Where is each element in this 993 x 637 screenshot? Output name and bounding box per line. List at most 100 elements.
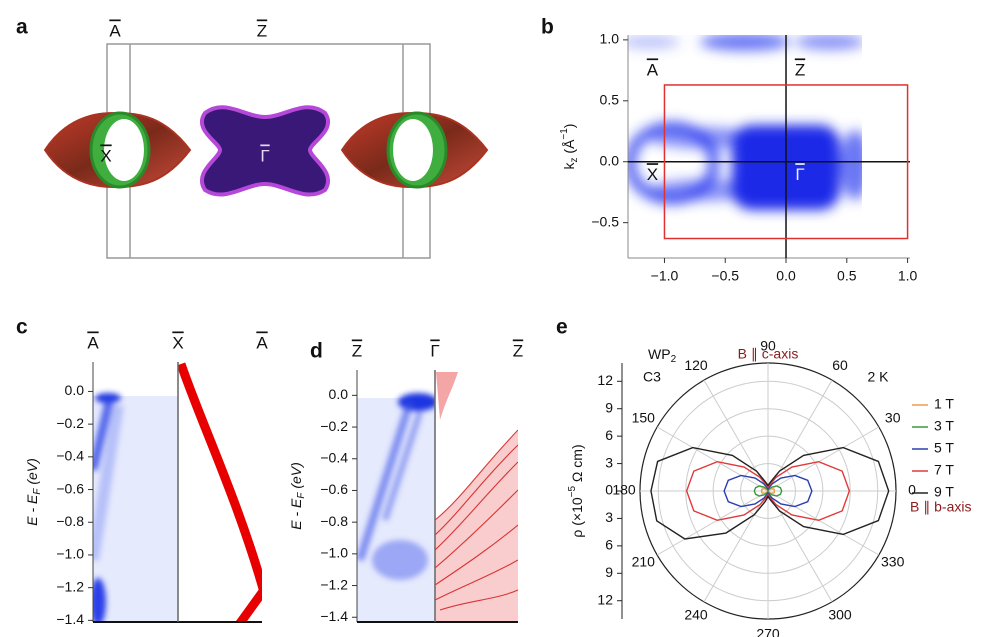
panel-label: e xyxy=(556,316,568,339)
y-tick-label: −0.2 xyxy=(320,418,348,434)
theta-tick-label: 210 xyxy=(632,554,656,570)
chart-title: WP2 xyxy=(648,346,677,365)
r-tick-label: 12 xyxy=(597,372,613,388)
y-axis-label-part: (eV) xyxy=(24,458,40,488)
y-axis-label-part: ρ (×10 xyxy=(569,497,585,537)
k-point-label: A xyxy=(256,333,268,352)
symmetry-point-label: Z xyxy=(795,60,805,79)
arpes-map xyxy=(90,393,178,626)
field-direction: B ∥ c-axis xyxy=(738,346,799,362)
theta-tick-label: 270 xyxy=(756,626,780,637)
grid-spoke xyxy=(704,491,768,602)
sample-label: C3 xyxy=(643,369,661,385)
y-tick-label: −1.4 xyxy=(320,608,348,624)
y-axis-label: ρ (×10−5 Ω cm) xyxy=(567,444,585,537)
calculated-bands xyxy=(181,364,264,626)
r-tick-label: 9 xyxy=(605,399,613,415)
symmetry-point-label: Γ xyxy=(795,165,804,184)
symmetry-point-label: A xyxy=(647,60,659,79)
symmetry-point-label: Z xyxy=(257,21,267,40)
panel-label: a xyxy=(16,16,28,39)
legend-label: 9 T xyxy=(934,484,954,500)
y-tick-label: −1.2 xyxy=(320,576,348,592)
y-tick-label: −0.8 xyxy=(56,513,84,529)
y-tick-label: −0.2 xyxy=(56,415,84,431)
y-axis-label-part: ) xyxy=(561,124,577,129)
symmetry-point-label: A xyxy=(109,21,121,40)
grid-spoke xyxy=(657,427,768,491)
y-tick-label: −0.8 xyxy=(320,513,348,529)
figure: a b c d e A Z X Γ −1.0 −0.5 0.0 0.5 1.0 −0.5 0.0 0.5 1.0 k… xyxy=(0,0,993,637)
panel-label: b xyxy=(541,16,554,39)
y-axis-label: kz (Å−1) xyxy=(559,124,580,170)
theta-tick-label: 240 xyxy=(684,606,708,622)
r-tick-label: 6 xyxy=(605,537,613,553)
y-tick-label: −1.0 xyxy=(320,545,348,561)
grid-spoke xyxy=(768,427,879,491)
k-point-label: Z xyxy=(513,341,523,360)
y-tick-label: −0.6 xyxy=(56,480,84,496)
y-axis-label-part: −5 xyxy=(567,486,578,498)
r-tick-label: 6 xyxy=(605,427,613,443)
symmetry-point-label: X xyxy=(100,146,111,165)
electron-pocket xyxy=(45,113,190,187)
y-axis-label-part: Ω cm) xyxy=(569,444,585,486)
y-axis-label: E - EF (eV) xyxy=(288,462,307,530)
legend-label: 5 T xyxy=(934,440,954,456)
x-tick-label: 0.0 xyxy=(776,268,796,284)
chart-title-part: WP xyxy=(648,346,671,362)
chart-title-part: 2 xyxy=(671,354,677,365)
y-axis-label-part: E - E xyxy=(24,494,40,526)
y-tick-label: 0.0 xyxy=(329,386,349,402)
y-axis-label: E - EF (eV) xyxy=(24,458,43,526)
grid-spoke xyxy=(768,491,879,555)
r-tick-label: 12 xyxy=(597,591,613,607)
legend-label: 7 T xyxy=(934,462,954,478)
x-tick-label: −0.5 xyxy=(711,268,739,284)
arpes-map xyxy=(357,393,438,622)
y-tick-label: 0.5 xyxy=(600,92,620,108)
theta-tick-label: 60 xyxy=(832,357,848,373)
y-axis-label-part: (Å xyxy=(561,139,577,158)
temperature-label: 2 K xyxy=(867,369,889,385)
y-tick-label: −1.0 xyxy=(56,546,84,562)
electron-pocket xyxy=(342,113,487,187)
symmetry-point-label: X xyxy=(647,165,658,184)
theta-tick-label: 150 xyxy=(632,410,656,426)
panel-label: d xyxy=(310,340,323,363)
r-tick-label: 3 xyxy=(605,509,613,525)
r-tick-label: 3 xyxy=(605,454,613,470)
y-axis-label-part: (eV) xyxy=(288,462,304,492)
k-point-label: Γ xyxy=(430,341,439,360)
x-tick-label: −1.0 xyxy=(651,268,679,284)
theta-tick-label: 30 xyxy=(885,410,901,426)
panel-label: c xyxy=(16,316,28,339)
theta-tick-label: 120 xyxy=(684,357,708,373)
y-tick-label: 0.0 xyxy=(65,382,85,398)
k-point-label: Z xyxy=(352,341,362,360)
y-tick-label: 1.0 xyxy=(600,31,620,47)
y-tick-label: −0.5 xyxy=(591,213,619,229)
r-tick-label: 9 xyxy=(605,564,613,580)
theta-tick-label: 0 xyxy=(908,482,916,498)
legend-label: 3 T xyxy=(934,418,954,434)
y-axis-label-part: −1 xyxy=(559,128,570,140)
k-point-label: A xyxy=(87,333,99,352)
y-tick-label: −0.4 xyxy=(320,449,348,465)
y-axis-label-part: E - E xyxy=(288,498,304,530)
field-direction: B ∥ b-axis xyxy=(910,499,971,515)
k-point-label: X xyxy=(172,333,183,352)
y-tick-label: −0.4 xyxy=(56,448,84,464)
theta-tick-label: 180 xyxy=(612,482,636,498)
y-tick-label: 0.0 xyxy=(600,152,620,168)
y-tick-label: −0.6 xyxy=(320,481,348,497)
theta-tick-label: 330 xyxy=(881,554,905,570)
y-tick-label: −1.4 xyxy=(56,611,84,627)
y-tick-label: −1.2 xyxy=(56,578,84,594)
theta-tick-label: 300 xyxy=(828,606,852,622)
grid-spoke xyxy=(657,491,768,555)
calculated-bands xyxy=(435,372,518,622)
symmetry-point-label: Γ xyxy=(260,146,269,165)
x-tick-label: 0.5 xyxy=(837,268,857,284)
x-tick-label: 1.0 xyxy=(898,268,918,284)
